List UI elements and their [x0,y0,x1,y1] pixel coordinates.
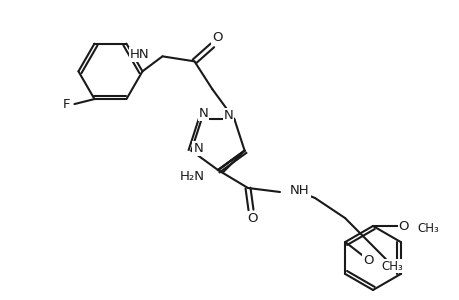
Text: F: F [62,98,70,111]
Text: N: N [193,142,203,155]
Text: N: N [223,109,233,122]
Text: O: O [212,31,222,44]
Text: NH: NH [289,184,309,196]
Text: O: O [362,254,373,266]
Text: O: O [398,220,409,232]
Text: N: N [198,107,208,120]
Text: HN: HN [129,48,149,61]
Text: O: O [247,212,257,226]
Text: CH₃: CH₃ [381,260,402,272]
Text: CH₃: CH₃ [416,221,438,235]
Text: H₂N: H₂N [179,170,204,183]
